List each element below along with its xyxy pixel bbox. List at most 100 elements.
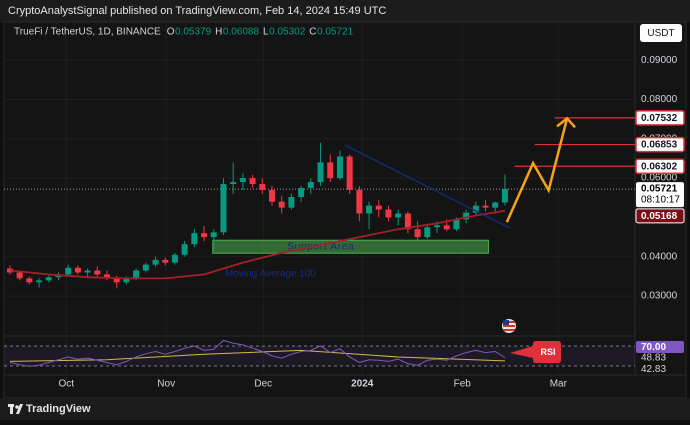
candle-body (278, 201, 285, 208)
trendline (344, 144, 511, 229)
candle-body (152, 259, 159, 265)
rsi-callout (510, 341, 561, 363)
legend-text: 0.05302 (269, 27, 306, 38)
ma-price-text: 0.05168 (641, 211, 678, 222)
candle-body (36, 280, 43, 283)
x-tick-label: 2024 (351, 379, 374, 390)
candle-body (288, 196, 295, 208)
moving-average (9, 209, 506, 280)
candle-body (385, 209, 392, 218)
legend-text: H (215, 27, 222, 38)
candle-body (453, 219, 460, 230)
candle-body (230, 182, 237, 185)
current-price-text: 0.05721 (641, 184, 678, 195)
candle-body (133, 270, 140, 279)
ma-price-box (635, 208, 685, 224)
target-box-text: 0.06853 (641, 140, 678, 151)
x-tick-label: Nov (157, 379, 175, 390)
current-price-box (636, 182, 684, 208)
candle-body (414, 229, 421, 238)
candle-body (434, 225, 440, 228)
candle-body (142, 264, 149, 271)
candle-body (113, 278, 120, 283)
candle-body (443, 225, 450, 230)
y-tick-label: 0.08000 (641, 94, 678, 105)
candle-body (201, 233, 208, 238)
brand-name: TradingView (26, 403, 91, 415)
target-box-text: 0.06302 (641, 161, 678, 172)
x-tick-label: Feb (454, 379, 472, 390)
candle-body (123, 278, 130, 283)
candle-body (472, 205, 479, 213)
rsi-level-box (636, 341, 684, 353)
candle-body (45, 277, 52, 281)
countdown-text: 08:10:17 (641, 195, 680, 206)
rsi-callout-text: RSI (540, 347, 555, 357)
candle-body (375, 205, 382, 210)
rsi-value-text: 48.83 (641, 353, 666, 364)
candle-body (94, 270, 101, 275)
candle-body (104, 274, 110, 279)
candle-body (220, 184, 227, 233)
target-box (635, 158, 685, 174)
currency-button[interactable] (640, 24, 682, 42)
candle-body (239, 178, 246, 183)
candle-body (346, 156, 353, 190)
legend-text: 0.05379 (175, 27, 212, 38)
rsi-line (9, 339, 506, 367)
candle-body (327, 162, 334, 179)
target-box (635, 110, 685, 126)
legend-text: L (263, 27, 269, 38)
candle-body (424, 227, 431, 238)
candle-body (366, 205, 373, 214)
top-bar (0, 0, 690, 22)
publisher-note: CryptoAnalystSignal published on Trading… (8, 5, 386, 17)
ma-label: Moving Average 100 (225, 269, 316, 280)
target-box (635, 136, 685, 153)
brand-logo (8, 404, 23, 414)
candle-body (307, 182, 314, 188)
chart-frame (3, 21, 687, 399)
support-area (212, 239, 489, 254)
legend-text: O (167, 27, 175, 38)
candle-body (336, 156, 343, 179)
candle-body (210, 232, 217, 238)
projection-arrowhead (556, 116, 576, 129)
x-tick-label: Oct (58, 379, 74, 390)
candle-body (317, 162, 324, 183)
y-tick-label: 0.09000 (641, 55, 678, 66)
candle-body (482, 205, 489, 208)
candle-body (298, 187, 305, 197)
rsi-ma-value-text: 42.83 (641, 364, 666, 375)
support-label: Support Area (287, 241, 354, 253)
candle-body (259, 184, 266, 190)
candle-body (404, 213, 411, 230)
candle-body (65, 267, 72, 275)
legend-text: 0.05721 (317, 27, 354, 38)
candle-body (16, 272, 23, 279)
candle-body (395, 213, 402, 218)
candle-body (84, 270, 91, 273)
y-tick-label: 0.06000 (641, 173, 678, 184)
currency-label[interactable]: USDT (647, 28, 674, 39)
rsi-level-text: 70.00 (641, 342, 666, 353)
y-tick-label: 0.04000 (641, 251, 678, 262)
legend-text: C (309, 27, 316, 38)
candle-body (26, 278, 33, 283)
candle-body (492, 202, 499, 208)
candle-body (269, 189, 275, 202)
rsi-ma (9, 349, 505, 362)
candle-body (181, 244, 188, 255)
footer (0, 398, 690, 420)
legend-text: TrueFi / TetherUS, 1D, BINANCE (14, 27, 161, 38)
candle-body (162, 259, 169, 263)
flag-icon (502, 319, 516, 333)
y-tick-label: 0.03000 (641, 291, 678, 302)
candle-body (501, 189, 508, 203)
projection-path (505, 118, 569, 223)
candle-body (191, 233, 198, 245)
candle-body (463, 212, 470, 220)
target-box-text: 0.07532 (641, 113, 678, 124)
